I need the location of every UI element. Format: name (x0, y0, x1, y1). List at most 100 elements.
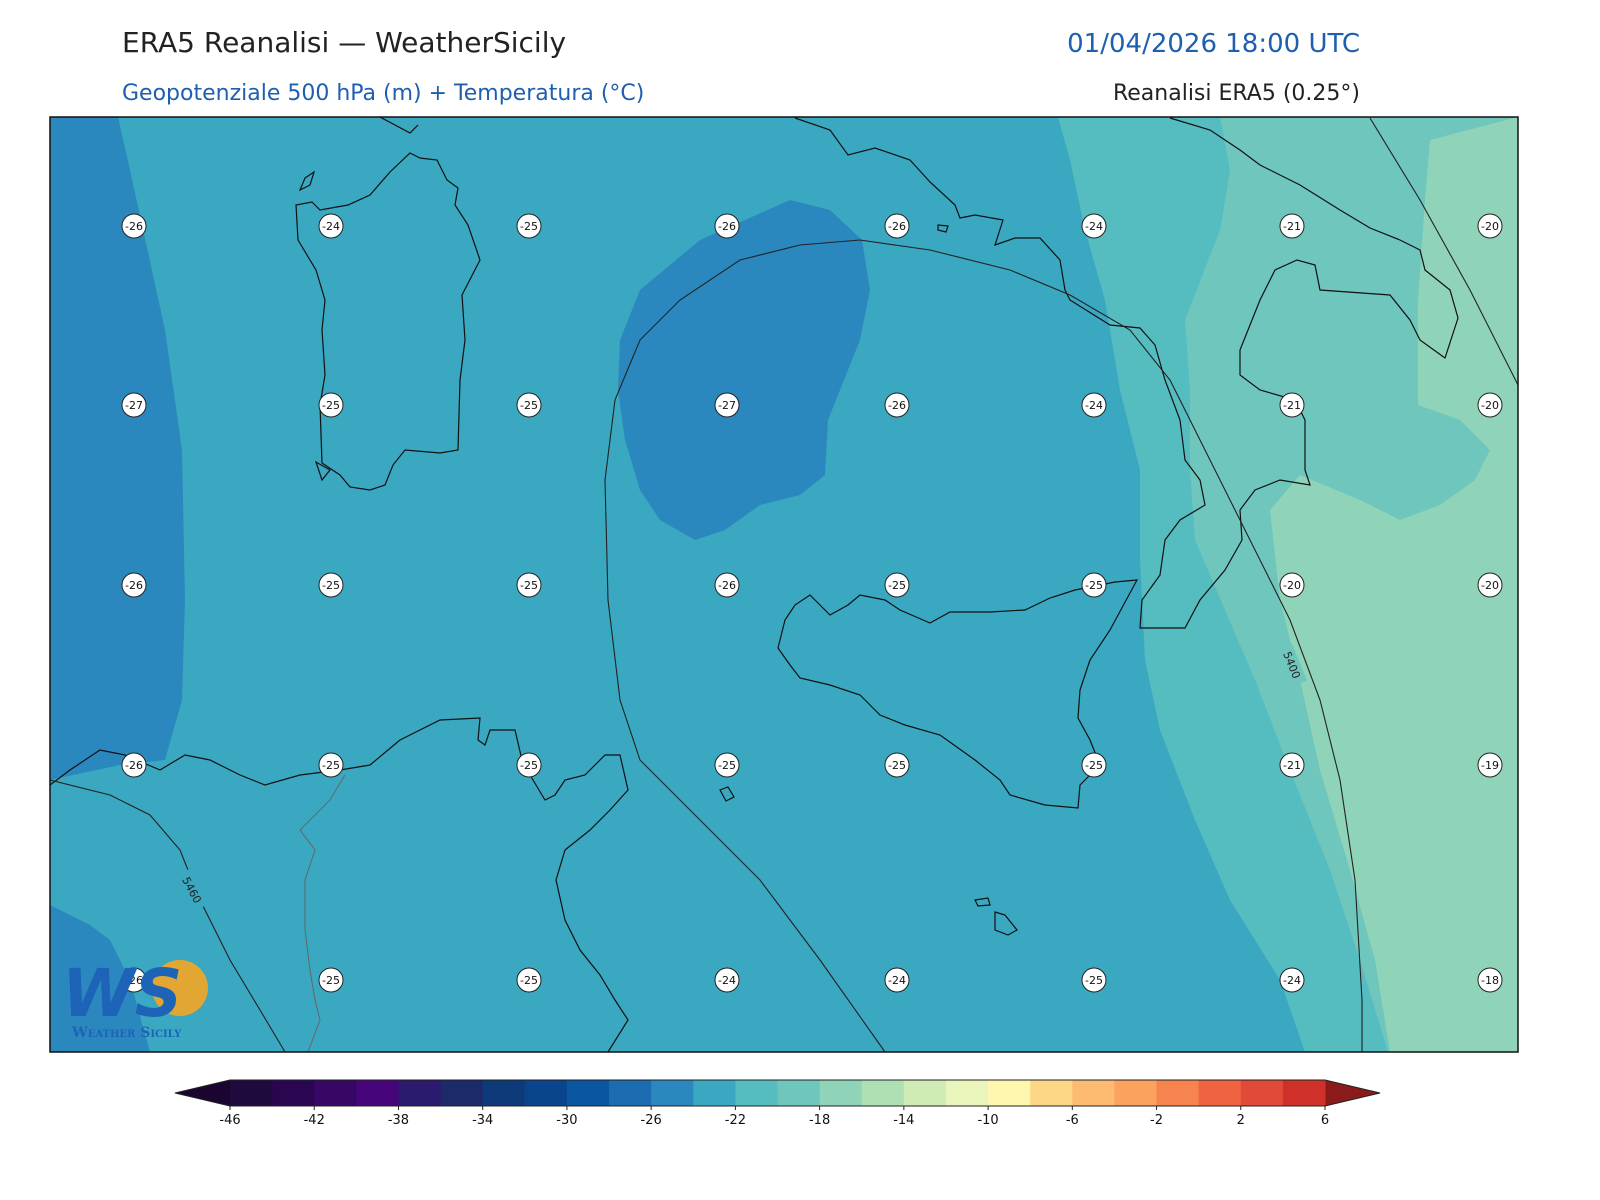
colorbar-segment (230, 1080, 273, 1106)
temperature-badge (884, 572, 910, 598)
colorbar-segment (356, 1080, 399, 1106)
temperature-badge (1477, 392, 1503, 418)
colorbar-tick-label: -26 (641, 1113, 662, 1128)
colorbar-segment (945, 1080, 989, 1106)
temperature-badge (516, 967, 542, 993)
coastline (719, 786, 1018, 936)
subtitle: Geopotenziale 500 hPa (m) + Temperatura … (122, 81, 644, 106)
colorbar-segment (272, 1080, 315, 1106)
temperature-badge (318, 572, 344, 598)
temperature-label: -25 (322, 974, 340, 987)
temperature-badge (121, 213, 147, 239)
temperature-label: -26 (718, 579, 736, 592)
coastline (794, 117, 1459, 629)
contour-label-bg (175, 868, 209, 912)
cold-area (618, 200, 870, 540)
colorbar-segment (398, 1080, 442, 1106)
colorbar-segment (988, 1080, 1031, 1106)
temperature-label: -26 (125, 974, 143, 987)
temperature-badge (1081, 392, 1107, 418)
temperature-badge (318, 967, 344, 993)
colorbar-segment (693, 1080, 736, 1106)
colorbar-segment (524, 1080, 568, 1106)
colorbar-tick-label: 2 (1237, 1113, 1245, 1128)
colorbar-segment (314, 1080, 357, 1106)
temperature-badge (516, 392, 542, 418)
colorbar-tick-label: -6 (1066, 1113, 1079, 1128)
map-frame (49, 116, 1519, 1053)
logo-sun (152, 960, 208, 1016)
temperature-label: -25 (888, 579, 906, 592)
temperature-label: -20 (1283, 579, 1301, 592)
temperature-label: -20 (1481, 220, 1499, 233)
isohypse (1369, 117, 1518, 386)
colorbar-segment (777, 1080, 821, 1106)
colorbar-segment (609, 1080, 652, 1106)
source: Reanalisi ERA5 (0.25°) (1113, 81, 1360, 106)
colorbar-segment (482, 1080, 526, 1106)
temperature-label: -24 (322, 220, 340, 233)
colorbar-tick-label: -22 (725, 1113, 746, 1128)
colorbar: -46 -42 -38 -34 -30 -26 -22 -18 -14 -10 -6 -2 2 6 (174, 1079, 1381, 1128)
temperature-label: -25 (520, 974, 538, 987)
temperature-badge (516, 752, 542, 778)
temperature-badge (1081, 213, 1107, 239)
temperature-label: -25 (322, 759, 340, 772)
temperature-label: -20 (1481, 399, 1499, 412)
temperature-badge (1279, 572, 1305, 598)
temperature-labels: -26 -24 -25 -26 -26 -24 -21 -20 -27 -25 -25 -27 -26 -… (121, 213, 1503, 993)
colorbar-tick-label: 6 (1321, 1113, 1329, 1128)
coastline (295, 152, 481, 491)
temperature-badge (1279, 213, 1305, 239)
temperature-label: -26 (888, 399, 906, 412)
temperature-badge (1081, 572, 1107, 598)
colorbar-tick-label: -34 (472, 1113, 493, 1128)
temperature-label: -26 (125, 579, 143, 592)
logo-name: Weather Sicily (71, 1025, 182, 1041)
cold-area (50, 905, 150, 1052)
datetime: 01/04/2026 18:00 UTC (1067, 29, 1360, 59)
colorbar-extension (1325, 1080, 1380, 1106)
title: ERA5 Reanalisi — WeatherSicily (122, 26, 566, 59)
temperature-label: -26 (125, 220, 143, 233)
colorbar-tick-label: -38 (388, 1113, 409, 1128)
temperature-badge (318, 213, 344, 239)
temperature-label: -24 (1085, 220, 1103, 233)
colorbar-tick-label: -18 (809, 1113, 830, 1128)
colorbar-tick-label: -14 (893, 1113, 914, 1128)
temperature-badge (714, 967, 740, 993)
temperature-badge (1279, 752, 1305, 778)
coastline (50, 717, 629, 1052)
logo: WS Weather Sicily (62, 955, 208, 1041)
temperature-badge (1081, 752, 1107, 778)
temperature-label: -25 (520, 579, 538, 592)
temperature-label: -24 (1085, 399, 1103, 412)
colorbar-tick-label: -46 (219, 1113, 240, 1128)
colorbar-segment (566, 1080, 610, 1106)
colorbar-extension (175, 1080, 230, 1106)
colorbar-segment (1198, 1080, 1242, 1106)
temperature-badge (1477, 967, 1503, 993)
temperature-badge (714, 392, 740, 418)
colorbar-segment (903, 1080, 947, 1106)
temperature-badge (1477, 213, 1503, 239)
temperature-label: -25 (718, 759, 736, 772)
colorbar-tick-label: -30 (556, 1113, 577, 1128)
temperature-label: -24 (888, 974, 906, 987)
temperature-badge (318, 752, 344, 778)
temperature-label: -24 (1283, 974, 1301, 987)
temperature-badge (714, 213, 740, 239)
logo-mark: WS (62, 955, 182, 1032)
temperature-label: -18 (1481, 974, 1499, 987)
colorbar-tick-label: -10 (977, 1113, 998, 1128)
temperature-label: -26 (125, 759, 143, 772)
temperature-label: -26 (888, 220, 906, 233)
temperature-badge (884, 213, 910, 239)
temperature-badge (884, 392, 910, 418)
temperature-label: -20 (1481, 579, 1499, 592)
temperature-label: -25 (322, 399, 340, 412)
map: 5400 5460 -26 -24 -25 -26 -26 -24 -21 -20-27 -25… (50, 117, 1518, 1052)
temperature-label: -25 (1085, 579, 1103, 592)
temperature-badge (121, 392, 147, 418)
